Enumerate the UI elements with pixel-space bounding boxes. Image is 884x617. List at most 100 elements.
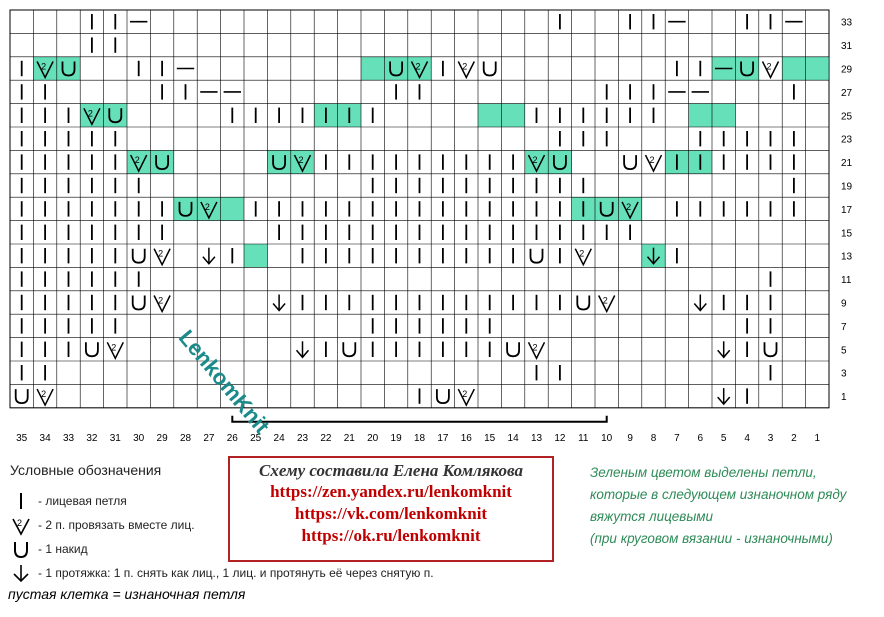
k2tog-icon: [83, 107, 101, 126]
link-zen[interactable]: https://zen.yandex.ru/lenkomknit: [270, 482, 512, 501]
link-ok[interactable]: https://ok.ru/lenkomknit: [301, 526, 481, 545]
column-number: 14: [508, 433, 520, 444]
k2tog-number: 2: [462, 62, 467, 72]
svg-text:2: 2: [17, 518, 22, 528]
yarn-over-icon: [763, 342, 778, 358]
yarn-over-icon: [108, 108, 123, 124]
yarn-over-icon: [131, 248, 146, 264]
column-number: 29: [157, 433, 169, 444]
link-vk[interactable]: https://vk.com/lenkomknit: [294, 504, 488, 523]
column-number: 21: [344, 433, 356, 444]
k2tog-icon: [106, 341, 124, 360]
row-number: 17: [841, 205, 853, 216]
k2tog-number: 2: [299, 155, 304, 165]
column-number: 24: [274, 433, 286, 444]
column-number: 28: [180, 433, 192, 444]
row-number: 5: [841, 345, 847, 356]
skp-arrow-icon: [646, 256, 661, 265]
row-number: 23: [841, 135, 853, 146]
skp-arrow-icon: [717, 349, 731, 359]
highlight-cell: [80, 103, 104, 127]
row-number: 21: [841, 158, 853, 169]
k2tog-number: 2: [579, 249, 584, 259]
column-number: 17: [437, 433, 449, 444]
skp-arrow-icon: [272, 303, 286, 312]
column-number: 27: [203, 433, 215, 444]
row-number: 31: [841, 41, 853, 52]
k2tog-icon: [457, 388, 475, 407]
column-number: 22: [320, 433, 332, 444]
k2tog-number: 2: [416, 62, 421, 72]
column-number: 31: [110, 433, 122, 444]
column-number: 20: [367, 433, 379, 444]
highlight-cell: [618, 197, 642, 221]
column-number: 4: [744, 433, 750, 444]
yarn-over-icon: [436, 389, 450, 405]
row-number: 7: [841, 322, 847, 333]
column-number: 9: [627, 433, 633, 444]
column-number: 34: [40, 433, 52, 444]
highlight-cell: [688, 103, 712, 127]
k2tog-icon: [457, 61, 475, 80]
row-number: 1: [841, 392, 847, 403]
column-number: 30: [133, 433, 145, 444]
k2tog-icon: 2: [12, 518, 30, 536]
highlight-cell: [782, 56, 806, 81]
highlight-cell: [384, 56, 408, 81]
k2tog-icon: [644, 154, 663, 173]
k2tog-number: 2: [650, 155, 655, 165]
highlight-cell: [33, 56, 57, 81]
column-number: 18: [414, 433, 426, 444]
column-number: 26: [227, 433, 239, 444]
highlight-cell: [220, 197, 244, 221]
highlight-cell: [56, 56, 81, 81]
highlight-cell: [197, 197, 221, 221]
yarn-over-icon: [623, 155, 637, 171]
column-number: 12: [554, 433, 566, 444]
k2tog-icon: [410, 61, 429, 80]
column-number: 7: [674, 433, 680, 444]
k2tog-icon: [527, 154, 546, 173]
k2tog-number: 2: [111, 342, 116, 352]
skp-arrow-icon: [202, 256, 216, 265]
legend-text-k2tog: - 2 п. провязать вместе лиц.: [38, 518, 195, 532]
column-number: 33: [63, 433, 75, 444]
k2tog-number: 2: [462, 389, 467, 399]
column-number: 10: [601, 433, 613, 444]
yarn-over-icon: [131, 295, 146, 311]
row-number: 27: [841, 88, 853, 99]
yarn-over-icon: [272, 155, 286, 171]
row-number: 9: [841, 299, 847, 310]
row-number: 33: [841, 18, 853, 29]
column-number: 13: [531, 433, 543, 444]
highlight-cell: [805, 56, 829, 81]
k2tog-icon: [598, 295, 616, 314]
repeat-bracket: [231, 415, 608, 423]
legend-item-yo: - 1 накид: [10, 538, 88, 560]
k2tog-number: 2: [767, 62, 772, 72]
k2tog-number: 2: [41, 389, 46, 399]
highlight-cell: [712, 103, 736, 127]
yarn-over-icon: [14, 389, 29, 405]
column-number: 19: [391, 433, 403, 444]
yarn-over-icon: [740, 61, 754, 77]
column-number: 6: [698, 433, 704, 444]
k2tog-icon: [527, 341, 546, 360]
column-number: 2: [791, 433, 797, 444]
legend-text-knit: - лицевая петля: [38, 494, 127, 508]
legend-text-yo: - 1 накид: [38, 542, 88, 556]
author-title: Схему составила Елена Комлякова: [259, 461, 523, 480]
legend-item-skp: - 1 протяжка: 1 п. снять как лиц., 1 лиц…: [10, 562, 434, 584]
green-note: Зеленым цветом выделены петли, которые в…: [590, 462, 880, 550]
column-number: 32: [86, 433, 98, 444]
k2tog-icon: [153, 295, 171, 314]
legend-item-k2tog: 2 - 2 п. провязать вместе лиц.: [10, 514, 195, 536]
k2tog-icon: [761, 61, 780, 80]
row-number: 29: [841, 65, 853, 76]
legend-text-skp: - 1 протяжка: 1 п. снять как лиц., 1 лиц…: [38, 566, 434, 580]
highlight-cell: [150, 150, 174, 174]
highlight-cell: [267, 150, 291, 174]
row-number: 11: [841, 275, 852, 286]
column-number: 1: [815, 433, 821, 444]
column-number: 8: [651, 433, 657, 444]
